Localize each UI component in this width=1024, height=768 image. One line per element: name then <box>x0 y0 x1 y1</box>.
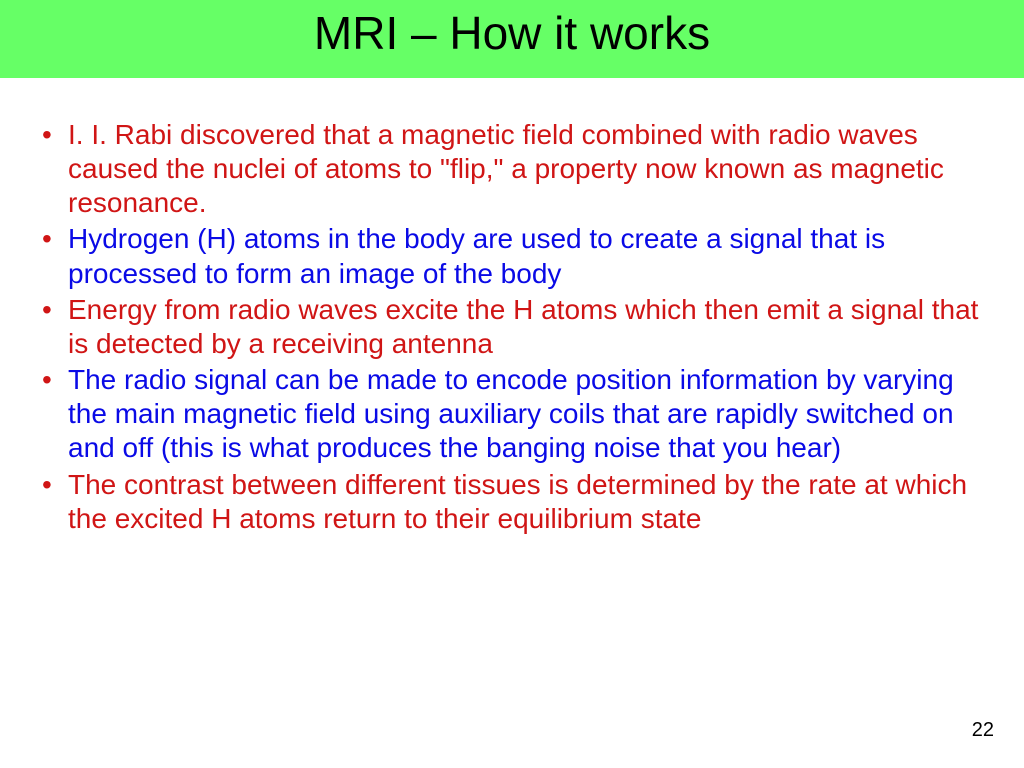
list-item: Hydrogen (H) atoms in the body are used … <box>30 222 994 290</box>
list-item: Energy from radio waves excite the H ato… <box>30 293 994 361</box>
list-item: The contrast between different tissues i… <box>30 468 994 536</box>
page-number: 22 <box>972 719 994 742</box>
bullet-text: The contrast between different tissues i… <box>68 469 967 534</box>
bullet-text: The radio signal can be made to encode p… <box>68 364 954 463</box>
title-bar: MRI – How it works <box>0 0 1024 78</box>
list-item: The radio signal can be made to encode p… <box>30 363 994 465</box>
bullet-text: I. I. Rabi discovered that a magnetic fi… <box>68 119 944 218</box>
list-item: I. I. Rabi discovered that a magnetic fi… <box>30 118 994 220</box>
bullet-text: Hydrogen (H) atoms in the body are used … <box>68 223 885 288</box>
slide-body: I. I. Rabi discovered that a magnetic fi… <box>0 78 1024 536</box>
slide-title: MRI – How it works <box>0 6 1024 60</box>
bullet-text: Energy from radio waves excite the H ato… <box>68 294 978 359</box>
bullet-list: I. I. Rabi discovered that a magnetic fi… <box>30 118 994 536</box>
slide: MRI – How it works I. I. Rabi discovered… <box>0 0 1024 768</box>
